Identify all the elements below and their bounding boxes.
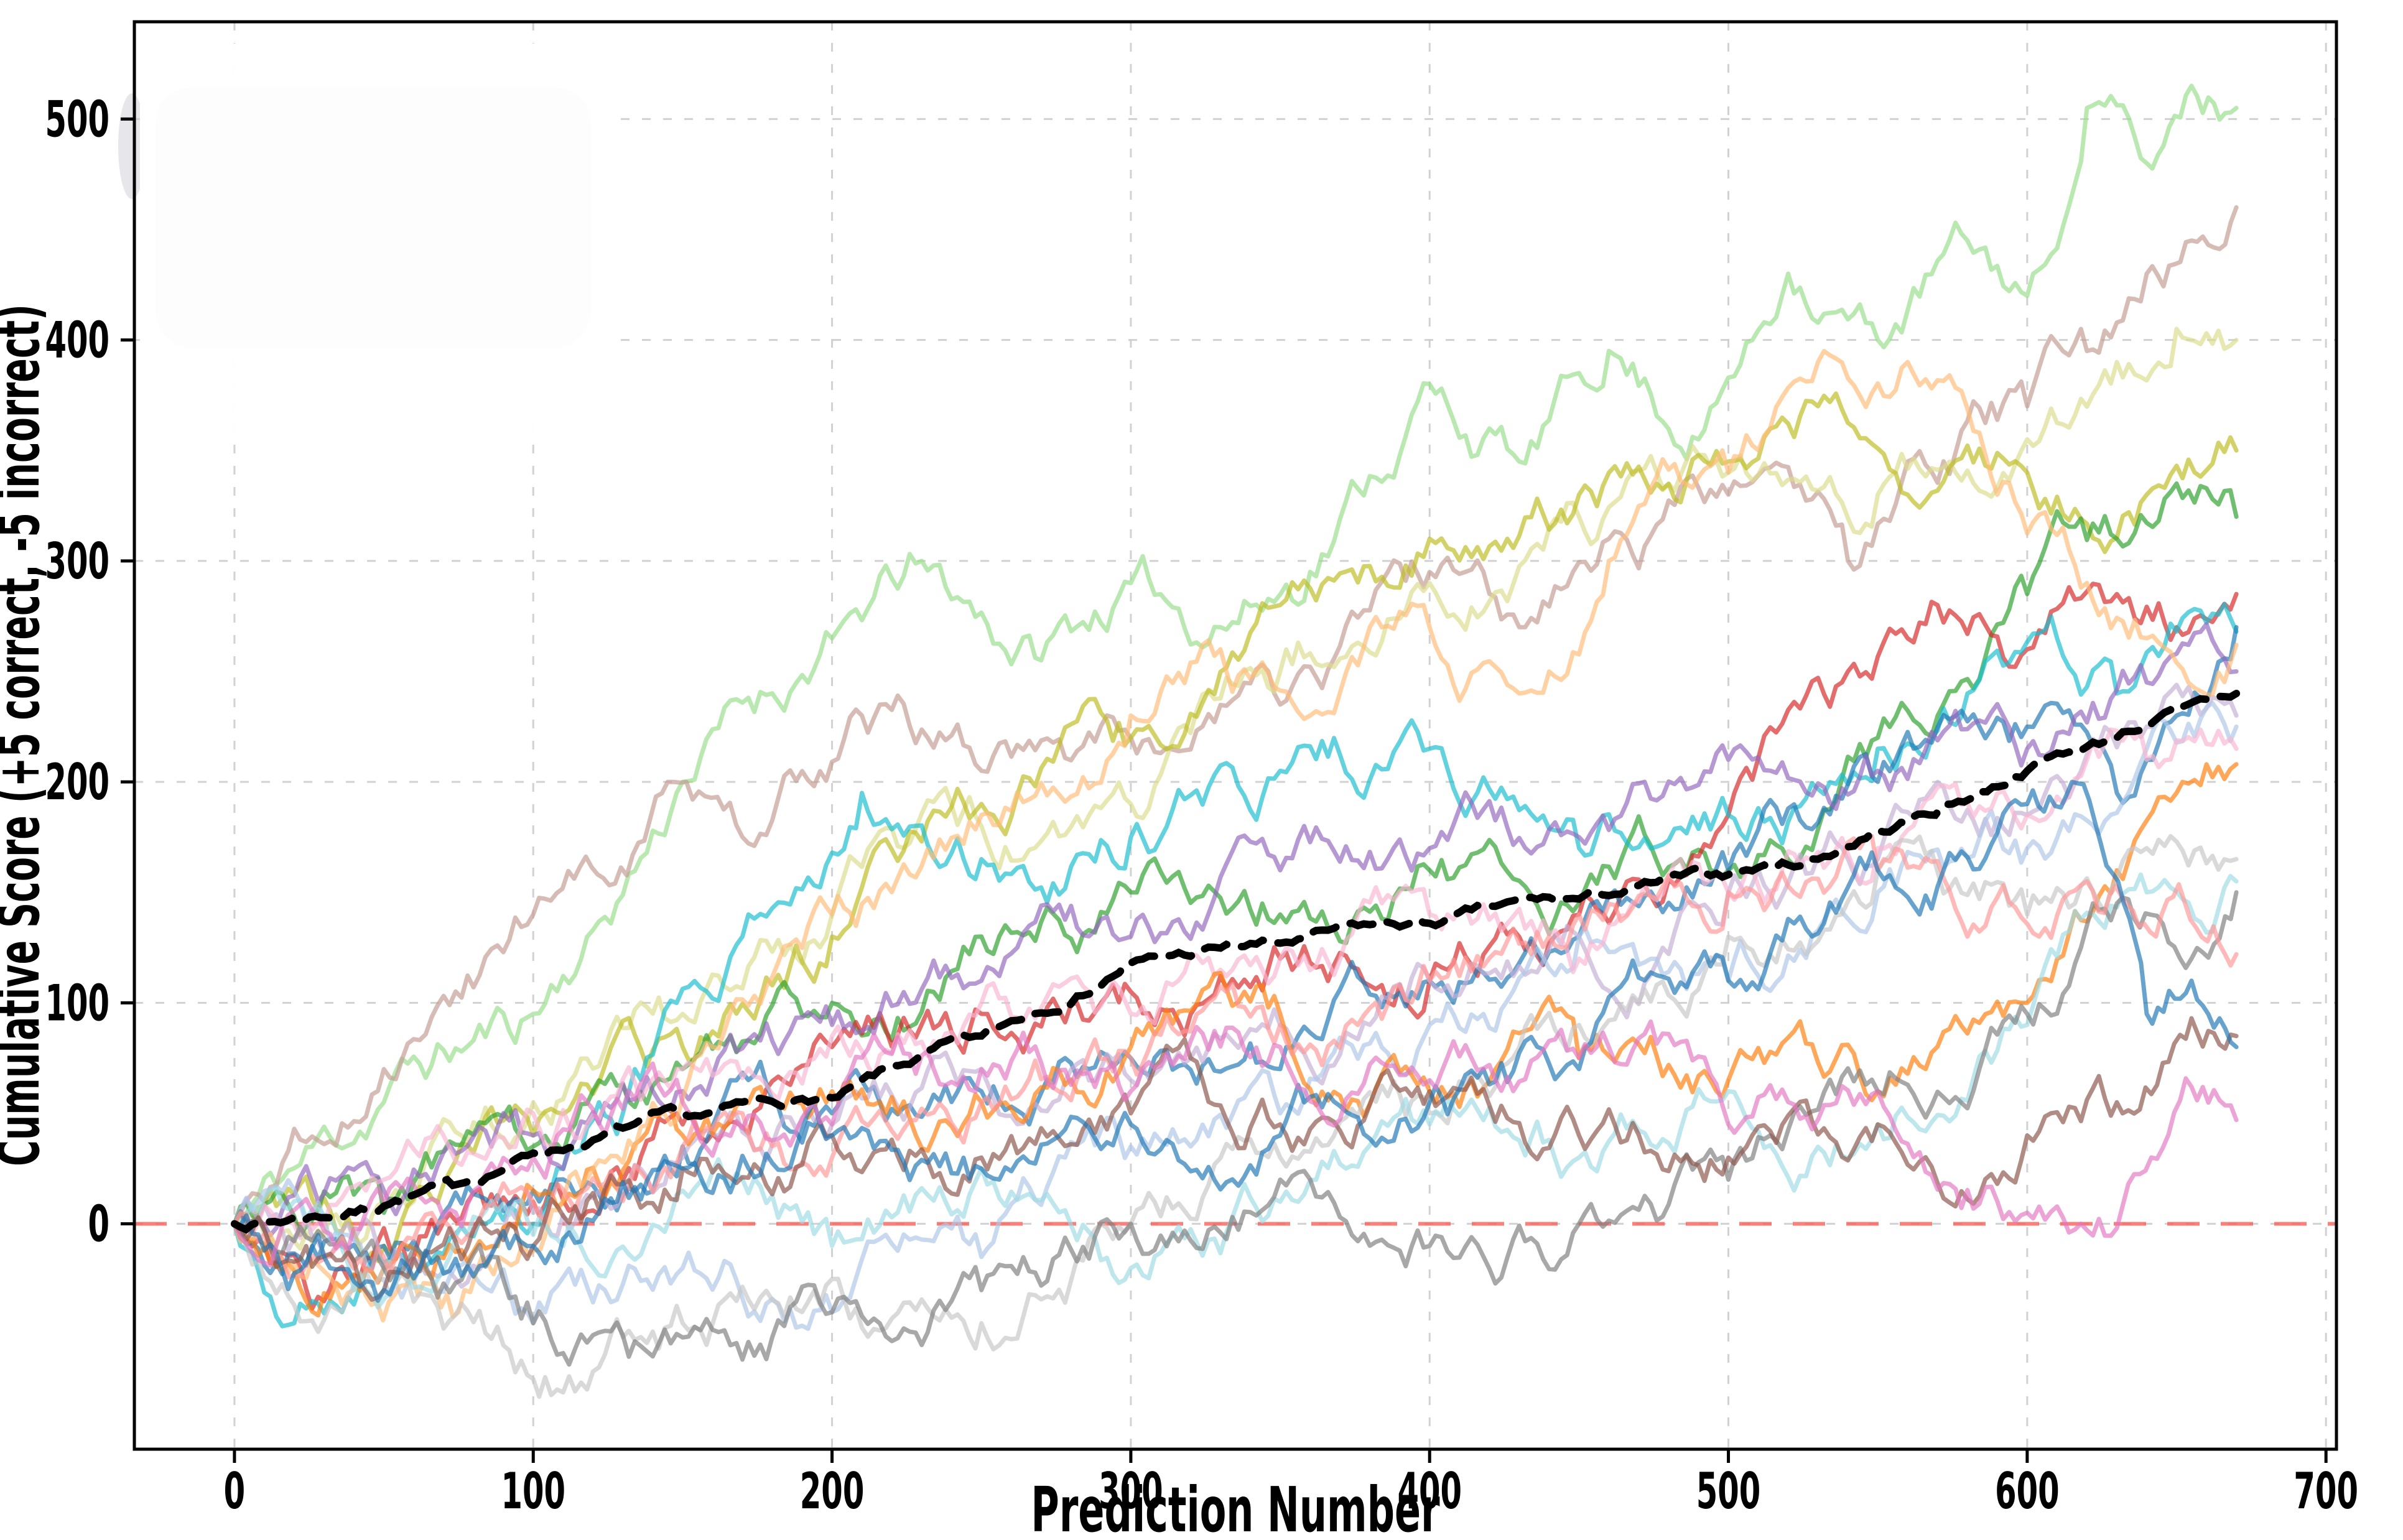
- x-tick-label: 100: [501, 1462, 565, 1520]
- axes: 0 100 200 300 400 500 600 700 0 100 200 300 400 500: [45, 20, 2358, 1520]
- sim-purple: [232, 621, 2239, 1238]
- sim-gray: [232, 890, 2239, 1367]
- sim-orchid: [232, 1019, 2239, 1268]
- y-tick-label: 200: [45, 753, 109, 812]
- x-tick-label: 300: [1099, 1462, 1163, 1520]
- sim-brown: [232, 1016, 2239, 1302]
- sim-red: [232, 582, 2239, 1311]
- sim-rosy-brown: [232, 205, 2239, 1227]
- y-tick-label: 100: [45, 974, 109, 1032]
- x-tick-label: 600: [1995, 1462, 2060, 1520]
- y-tick-label: 500: [45, 90, 109, 149]
- x-tick-label: 700: [2294, 1462, 2358, 1520]
- erased-legend-smudge: [118, 44, 616, 442]
- y-tick-label: 300: [45, 532, 109, 590]
- sim-light-blue: [232, 700, 2239, 1331]
- y-tick-label: 0: [88, 1195, 109, 1253]
- sim-green: [232, 481, 2239, 1238]
- sim-salmon: [232, 833, 2239, 1279]
- simulation-lines: [232, 83, 2239, 1399]
- y-axis-label: Cumulative Score (+5 correct, -5 incorre…: [0, 304, 53, 1166]
- plot-spines: [132, 20, 2338, 1451]
- sim-light-cyan: [232, 872, 2239, 1310]
- x-axis-label: Prediction Number: [1031, 1473, 1439, 1540]
- mean-line: [230, 690, 2241, 1234]
- sim-olive: [232, 391, 2239, 1263]
- x-tick-label: 200: [800, 1462, 865, 1520]
- sim-light-pink: [232, 727, 2239, 1240]
- x-tick-label: 500: [1696, 1462, 1761, 1520]
- sim-peach: [232, 349, 2239, 1323]
- x-tick-label: 400: [1397, 1462, 1462, 1520]
- sim-light-green: [232, 83, 2239, 1227]
- y-tick-label: 400: [45, 311, 109, 369]
- sim-blue-late-fade: [232, 779, 2239, 1303]
- x-tick-label: 0: [224, 1462, 246, 1520]
- smudge-rect: [156, 87, 591, 348]
